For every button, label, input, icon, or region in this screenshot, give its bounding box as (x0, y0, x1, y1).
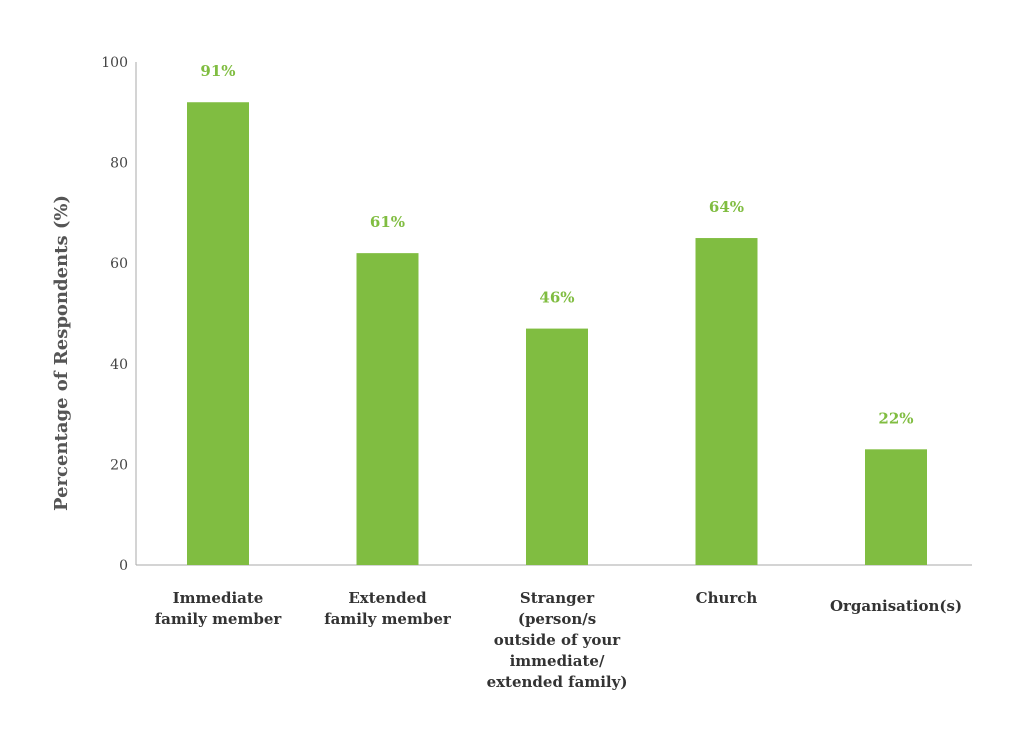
x-tick-label-line: Stranger (520, 589, 595, 607)
x-tick-label-line: Church (696, 589, 758, 607)
x-tick-label: Stranger (person/s outside of your immediat… (487, 589, 628, 691)
x-tick-label-line: Extended (348, 589, 427, 607)
bar (695, 238, 758, 566)
bar (187, 102, 249, 566)
y-tick-label: 40 (110, 357, 128, 373)
x-tick-label-line: family member (155, 610, 283, 628)
y-tick-label: 20 (110, 457, 128, 473)
y-tick-label: 80 (110, 156, 128, 172)
x-tick-label-line: Organisation(s) (830, 597, 962, 615)
x-tick-label: Immediate family member (155, 589, 283, 628)
x-tick-label: Extended family member (324, 589, 452, 628)
bars (187, 102, 927, 566)
x-tick-label-line: extended family) (487, 673, 628, 691)
y-tick-labels: 0 20 40 60 80 100 (101, 55, 128, 574)
bar (356, 253, 419, 565)
data-label: 22% (878, 409, 913, 427)
x-tick-label-line: (person/s (518, 610, 596, 628)
y-tick-label: 0 (119, 558, 128, 574)
x-tick-labels: Immediate family member Extended family mem… (155, 589, 962, 691)
y-tick-label: 60 (110, 256, 128, 272)
data-label: 61% (370, 213, 405, 231)
x-tick-label-line: Immediate (173, 589, 264, 607)
data-label: 64% (709, 198, 744, 216)
y-axis-label: Percentage of Respondents (%) (51, 195, 72, 511)
bar (526, 328, 588, 565)
x-tick-label: Organisation(s) (830, 597, 962, 615)
x-tick-label-line: immediate/ (510, 652, 605, 670)
x-tick-label-line: family member (324, 610, 452, 628)
data-labels: 91% 61% 46% 64% 22% (200, 62, 913, 427)
y-tick-label: 100 (101, 55, 128, 71)
data-label: 46% (539, 289, 574, 307)
bar (865, 449, 927, 565)
x-tick-label-line: outside of your (494, 631, 622, 649)
data-label: 91% (200, 62, 235, 80)
x-tick-label: Church (696, 589, 758, 607)
